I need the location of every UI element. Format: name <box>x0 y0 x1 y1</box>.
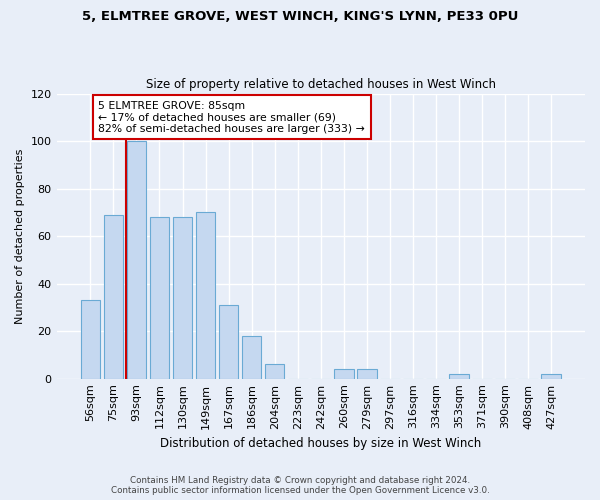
Bar <box>127 141 146 378</box>
X-axis label: Distribution of detached houses by size in West Winch: Distribution of detached houses by size … <box>160 437 481 450</box>
Y-axis label: Number of detached properties: Number of detached properties <box>15 148 25 324</box>
Text: Contains HM Land Registry data © Crown copyright and database right 2024.
Contai: Contains HM Land Registry data © Crown c… <box>110 476 490 495</box>
Bar <box>541 374 561 378</box>
Bar <box>196 212 215 378</box>
Bar <box>334 369 353 378</box>
Bar <box>449 374 469 378</box>
Bar <box>173 217 193 378</box>
Bar <box>80 300 100 378</box>
Text: 5, ELMTREE GROVE, WEST WINCH, KING'S LYNN, PE33 0PU: 5, ELMTREE GROVE, WEST WINCH, KING'S LYN… <box>82 10 518 23</box>
Text: 5 ELMTREE GROVE: 85sqm
← 17% of detached houses are smaller (69)
82% of semi-det: 5 ELMTREE GROVE: 85sqm ← 17% of detached… <box>98 100 365 134</box>
Bar <box>104 214 123 378</box>
Bar <box>149 217 169 378</box>
Bar <box>357 369 377 378</box>
Bar <box>265 364 284 378</box>
Title: Size of property relative to detached houses in West Winch: Size of property relative to detached ho… <box>146 78 496 91</box>
Bar <box>242 336 262 378</box>
Bar <box>219 305 238 378</box>
